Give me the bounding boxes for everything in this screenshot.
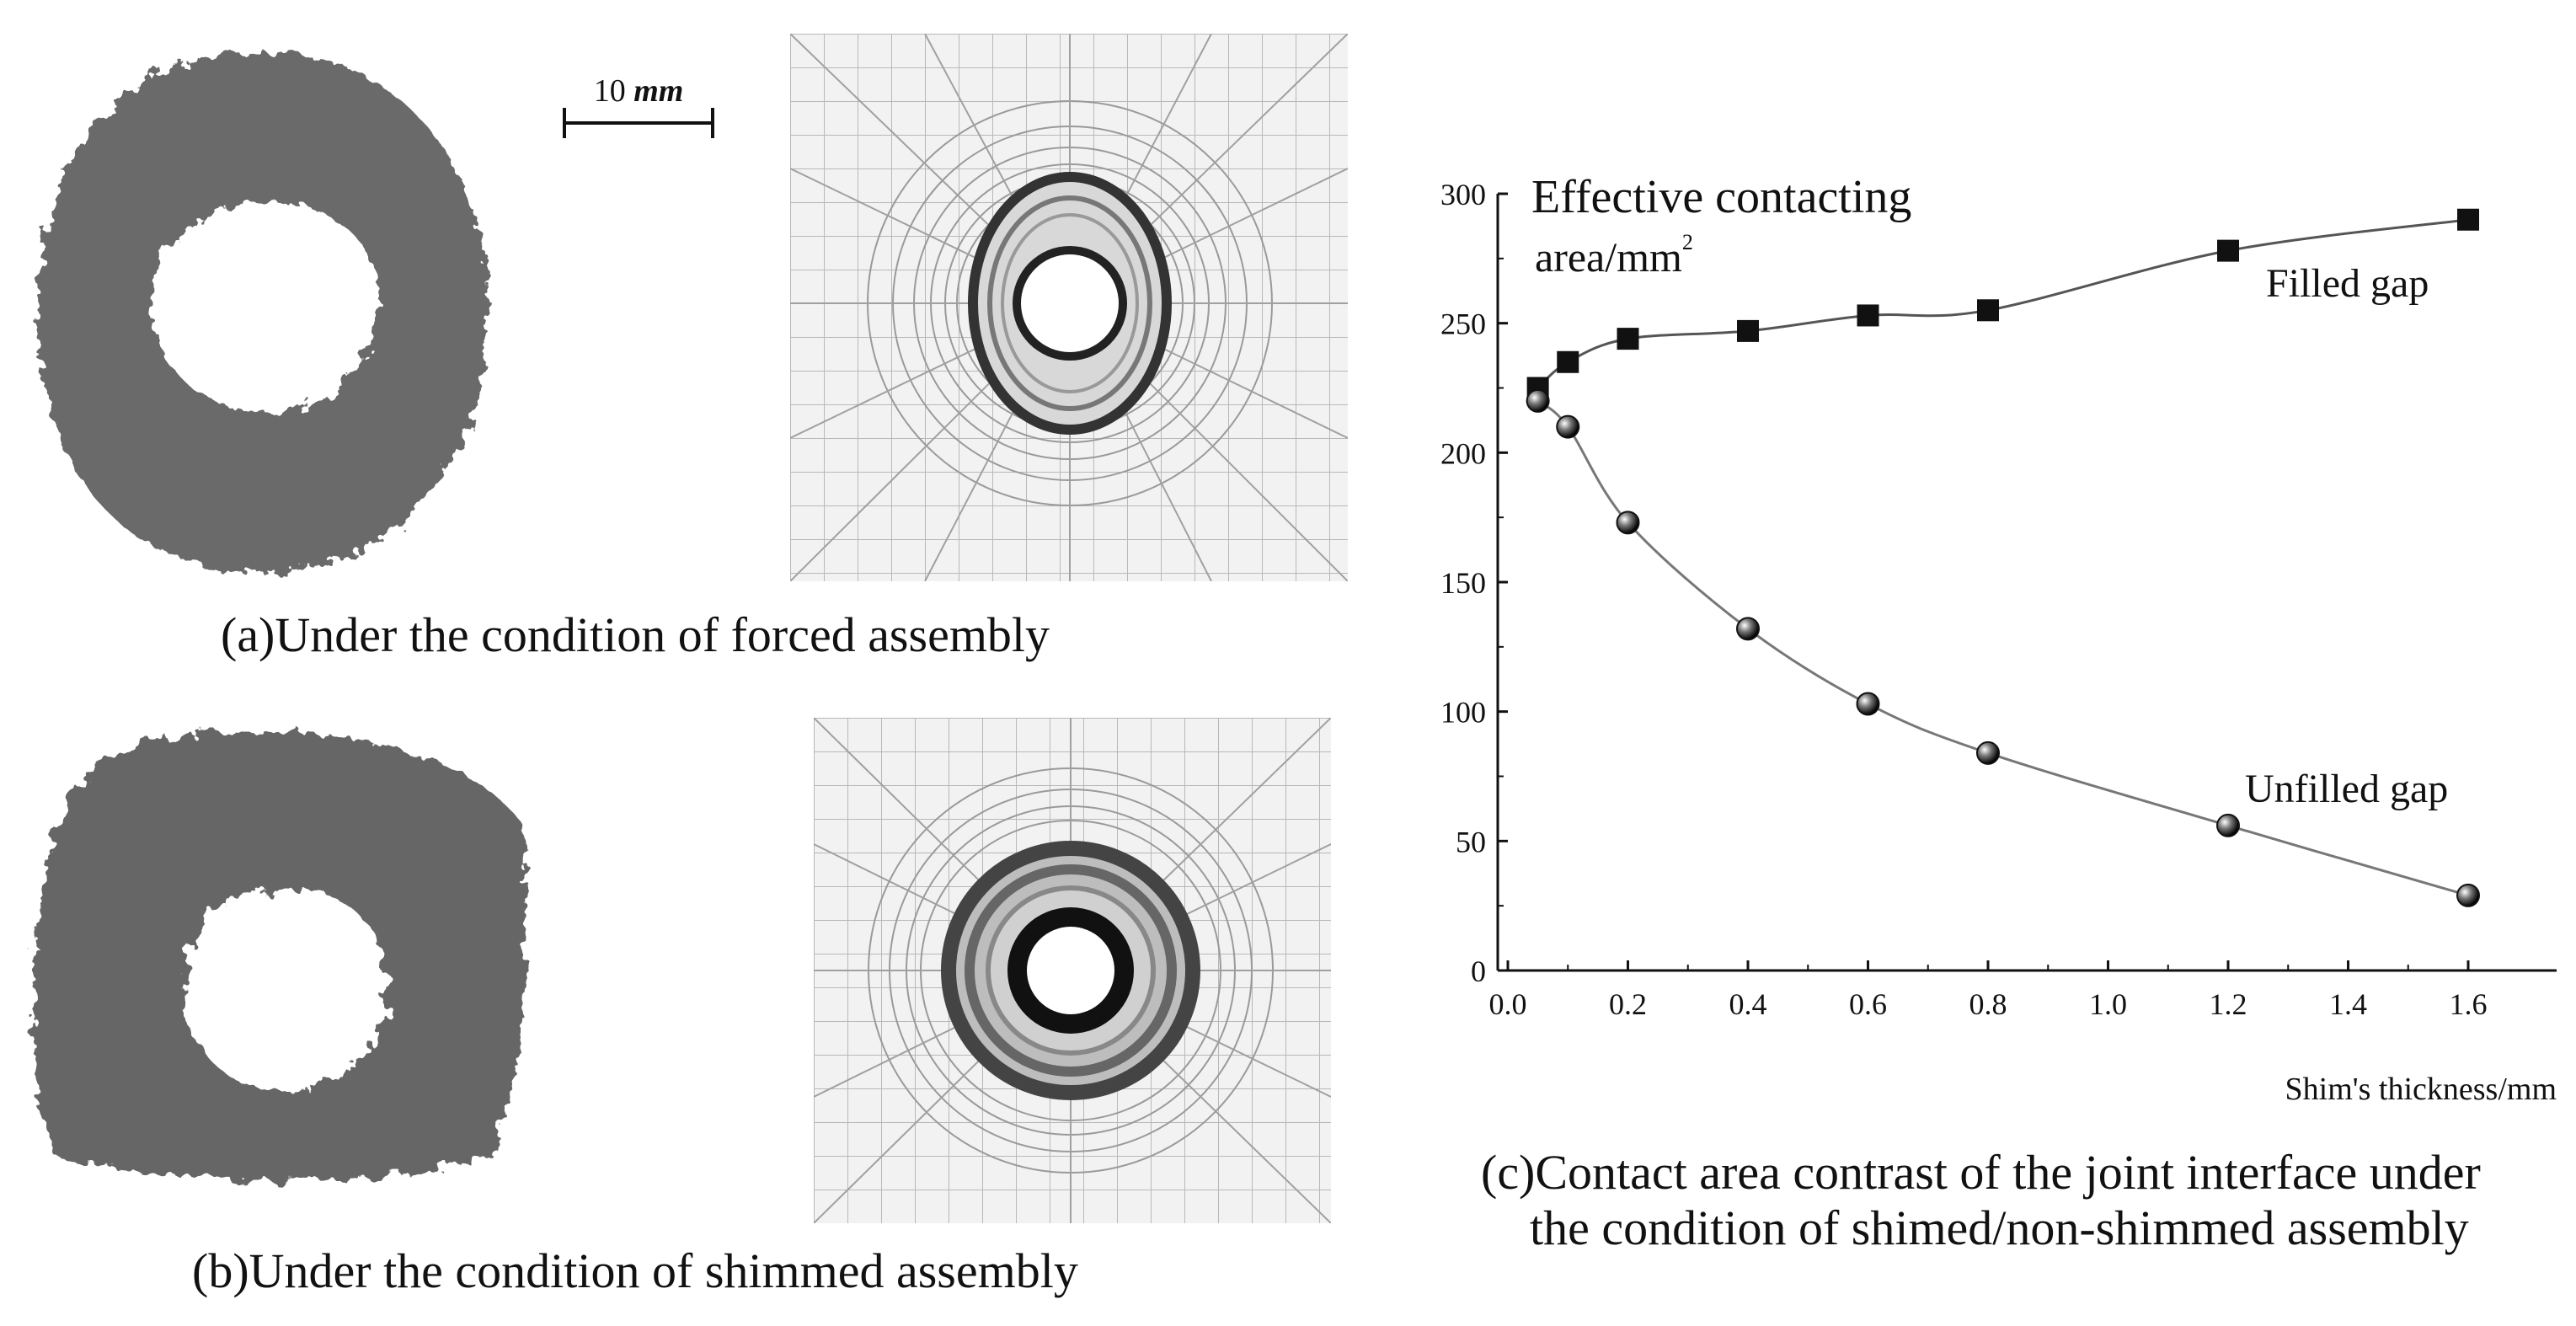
- x-axis-label: Shim's thickness/mm: [2285, 1072, 2557, 1107]
- forced-contact-print: [38, 51, 489, 573]
- filled-gap-point: [1617, 328, 1639, 350]
- x-tick-label: 0.0: [1489, 987, 1527, 1021]
- unfilled-gap-point: [1616, 511, 1640, 535]
- y-tick-label: 250: [1440, 307, 1486, 341]
- scale-bar: 10 mm: [563, 74, 714, 142]
- caption-c-line1: (c)Contact area contrast of the joint in…: [1481, 1145, 2481, 1200]
- series-label-unfilled: Unfilled gap: [2245, 767, 2448, 811]
- chart-ticks: 0 50 100 150 200 250 300 0.0 0.2 0.4 0.6 0.8 1.0 1.2 1…: [1440, 178, 2488, 1021]
- x-tick-label: 1.0: [2089, 987, 2127, 1021]
- unfilled-gap-point: [1856, 692, 1880, 716]
- y-tick-label: 0: [1471, 954, 1486, 988]
- y-tick-label: 150: [1440, 566, 1486, 600]
- y-axis-label-superscript: 2: [1682, 230, 1693, 254]
- x-tick-label: 0.4: [1729, 987, 1767, 1021]
- forced-mesh-image: [790, 34, 1348, 581]
- scale-bar-value: 10: [593, 73, 626, 109]
- series-label-filled: Filled gap: [2266, 261, 2429, 306]
- x-tick-label: 1.6: [2450, 987, 2488, 1021]
- contact-area-chart: 0 50 100 150 200 250 300 0.0 0.2 0.4 0.6 0.8 1.0 1.2 1…: [1440, 171, 2557, 1107]
- unfilled-gap-point: [1556, 414, 1580, 439]
- filled-gap-line: [1537, 218, 2469, 389]
- shimmed-mesh-image: [814, 718, 1331, 1223]
- unfilled-gap-point: [1976, 741, 2000, 765]
- y-axis-label-unit: area/mm: [1535, 233, 1682, 281]
- x-tick-label: 0.8: [1969, 987, 2007, 1021]
- filled-gap-point: [1557, 350, 1579, 373]
- caption-a: (a)Under the condition of forced assembl…: [221, 607, 1050, 662]
- caption-c-line2: the condition of shimed/non-shimmed asse…: [1530, 1200, 2469, 1255]
- shimmed-contact-print: [33, 731, 527, 1181]
- filled-gap-point: [1857, 304, 1879, 327]
- unfilled-gap-point: [1736, 617, 1760, 641]
- chart-series: [1526, 208, 2480, 907]
- filled-gap-point: [1737, 319, 1759, 342]
- caption-b: (b)Under the condition of shimmed assemb…: [192, 1243, 1078, 1298]
- unfilled-gap-line: [1537, 399, 2469, 897]
- y-tick-label: 50: [1456, 825, 1486, 858]
- y-tick-label: 200: [1440, 436, 1486, 470]
- y-axis-label-line1: Effective contacting: [1531, 171, 1911, 223]
- x-tick-label: 1.4: [2329, 987, 2367, 1021]
- x-tick-label: 0.6: [1849, 987, 1887, 1021]
- y-tick-label: 100: [1440, 696, 1486, 730]
- filled-gap-point: [2217, 239, 2239, 262]
- unfilled-gap-point: [2216, 813, 2240, 837]
- unfilled-gap-point: [2456, 883, 2480, 907]
- chart-axes: [1496, 194, 2557, 972]
- y-tick-label: 300: [1440, 178, 1486, 211]
- filled-gap-point: [1977, 299, 1999, 322]
- scale-bar-unit: mm: [633, 73, 684, 109]
- filled-gap-point: [2457, 208, 2479, 231]
- y-axis-label-line2: area/mm2: [1535, 230, 1693, 281]
- unfilled-gap-point: [1526, 388, 1550, 413]
- x-tick-label: 1.2: [2210, 987, 2247, 1021]
- x-tick-label: 0.2: [1609, 987, 1647, 1021]
